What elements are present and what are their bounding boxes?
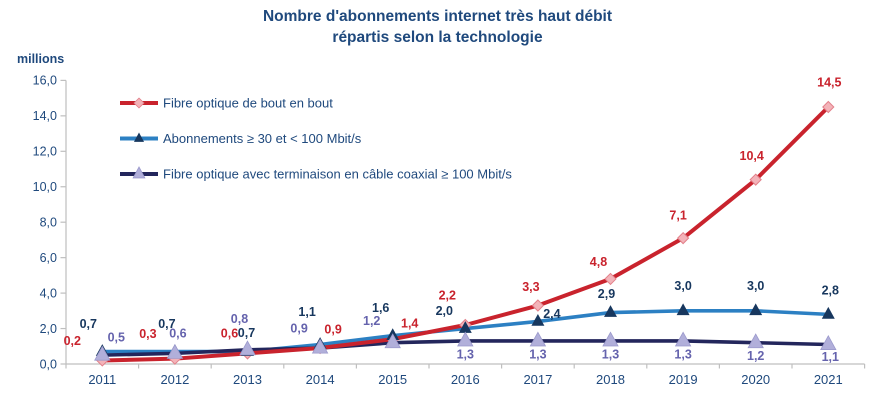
legend-marker-abonnements-30-100 <box>133 132 145 142</box>
y-tick-label: 4,0 <box>40 286 57 300</box>
y-tick-label: 14,0 <box>33 109 57 123</box>
legend-item-abonnements-30-100: Abonnements ≥ 30 et < 100 Mbit/s <box>120 131 362 146</box>
data-label-fibre-optique: 7,1 <box>669 208 686 222</box>
marker-fibre-optique <box>676 231 690 245</box>
y-tick-label: 6,0 <box>40 251 57 265</box>
y-tick-label: 10,0 <box>33 180 57 194</box>
data-label-abonnements-30-100: 2,9 <box>598 287 615 301</box>
marker-fibre-optique <box>822 100 835 114</box>
marker-abonnements-30-100 <box>821 306 835 319</box>
legend-label-abonnements-30-100: Abonnements ≥ 30 et < 100 Mbit/s <box>163 131 362 146</box>
data-label-fibre-optique: 14,5 <box>817 75 841 89</box>
marker-cable-coaxial <box>94 345 111 361</box>
marker-cable-coaxial <box>457 331 474 347</box>
data-label-cable-coaxial: 0,6 <box>169 327 186 341</box>
data-label-cable-coaxial: 1,3 <box>529 347 546 361</box>
marker-cable-coaxial <box>747 333 764 349</box>
data-label-fibre-optique: 10,4 <box>740 149 764 163</box>
x-tick-label: 2021 <box>814 372 843 387</box>
marker-cable-coaxial <box>529 331 547 347</box>
data-label-cable-coaxial: 1,2 <box>747 349 764 363</box>
x-tick-label: 2020 <box>741 372 770 387</box>
data-label-abonnements-30-100: 3,0 <box>747 279 764 293</box>
marker-cable-coaxial <box>820 334 837 350</box>
x-tick-label: 2018 <box>596 372 625 387</box>
data-label-abonnements-30-100: 2,4 <box>543 307 560 321</box>
marker-abonnements-30-100 <box>531 314 545 326</box>
data-label-cable-coaxial: 0,9 <box>290 321 307 335</box>
marker-cable-coaxial <box>674 331 692 347</box>
marker-fibre-optique <box>604 272 617 286</box>
data-label-abonnements-30-100: 0,7 <box>158 317 175 331</box>
data-label-fibre-optique: 3,3 <box>522 280 539 294</box>
y-tick-label: 12,0 <box>33 145 57 159</box>
x-tick-label: 2012 <box>160 372 189 387</box>
y-tick-label: 8,0 <box>40 216 57 230</box>
data-label-fibre-optique: 4,8 <box>590 255 607 269</box>
data-label-abonnements-30-100: 3,0 <box>674 279 691 293</box>
legend-marker-fibre-optique <box>133 97 145 109</box>
legend-marker-cable-coaxial <box>132 166 146 179</box>
x-tick-label: 2016 <box>451 372 480 387</box>
data-label-fibre-optique: 2,2 <box>439 288 456 302</box>
data-label-fibre-optique: 0,3 <box>139 327 156 341</box>
data-label-abonnements-30-100: 0,7 <box>238 326 255 340</box>
legend-item-cable-coaxial: Fibre optique avec terminaison en câble … <box>120 166 512 182</box>
data-label-fibre-optique: 0,6 <box>221 327 238 341</box>
data-label-cable-coaxial: 1,3 <box>602 347 619 361</box>
data-label-fibre-optique: 0,2 <box>64 334 81 348</box>
data-label-cable-coaxial: 1,3 <box>674 347 691 361</box>
marker-cable-coaxial <box>239 340 256 356</box>
legend-label-cable-coaxial: Fibre optique avec terminaison en câble … <box>163 167 512 182</box>
marker-abonnements-30-100 <box>458 321 472 333</box>
x-tick-label: 2014 <box>306 372 335 387</box>
data-label-cable-coaxial: 1,3 <box>457 347 474 361</box>
marker-abonnements-30-100 <box>676 303 690 316</box>
marker-abonnements-30-100 <box>749 303 763 316</box>
data-label-abonnements-30-100: 2,8 <box>822 284 839 298</box>
x-tick-label: 2011 <box>88 372 116 387</box>
chart-title-line2: répartis selon la technologie <box>332 29 543 46</box>
marker-cable-coaxial <box>384 333 401 349</box>
data-label-cable-coaxial: 1,1 <box>822 350 839 364</box>
chart-title-line1: Nombre d'abonnements internet très haut … <box>262 8 613 25</box>
x-tick-label: 2019 <box>669 372 698 387</box>
x-tick-label: 2017 <box>523 372 552 387</box>
y-tick-label: 16,0 <box>33 74 57 88</box>
x-tick-label: 2015 <box>378 372 407 387</box>
y-tick-label: 0,0 <box>40 357 57 371</box>
data-label-abonnements-30-100: 0,7 <box>80 317 97 331</box>
marker-cable-coaxial <box>311 338 329 354</box>
data-label-cable-coaxial: 0,5 <box>108 330 125 344</box>
chart-title: Nombre d'abonnements internet très haut … <box>0 6 875 48</box>
x-tick-label: 2013 <box>233 372 262 387</box>
data-label-fibre-optique: 1,4 <box>401 316 418 330</box>
marker-cable-coaxial <box>166 343 184 359</box>
legend-item-fibre-optique: Fibre optique de bout en bout <box>120 96 333 111</box>
marker-fibre-optique <box>531 299 545 312</box>
data-label-abonnements-30-100: 2,0 <box>436 304 453 318</box>
data-label-abonnements-30-100: 1,1 <box>298 305 315 319</box>
data-label-cable-coaxial: 0,8 <box>231 312 248 326</box>
y-axis-unit-label: millions <box>17 52 65 66</box>
data-label-abonnements-30-100: 1,6 <box>372 301 389 315</box>
legend-label-fibre-optique: Fibre optique de bout en bout <box>163 96 333 111</box>
y-tick-label: 2,0 <box>40 322 57 336</box>
data-label-cable-coaxial: 1,2 <box>363 314 380 328</box>
data-label-fibre-optique: 0,9 <box>324 322 341 336</box>
marker-fibre-optique <box>749 173 762 186</box>
marker-cable-coaxial <box>602 331 619 347</box>
marker-abonnements-30-100 <box>604 305 617 317</box>
